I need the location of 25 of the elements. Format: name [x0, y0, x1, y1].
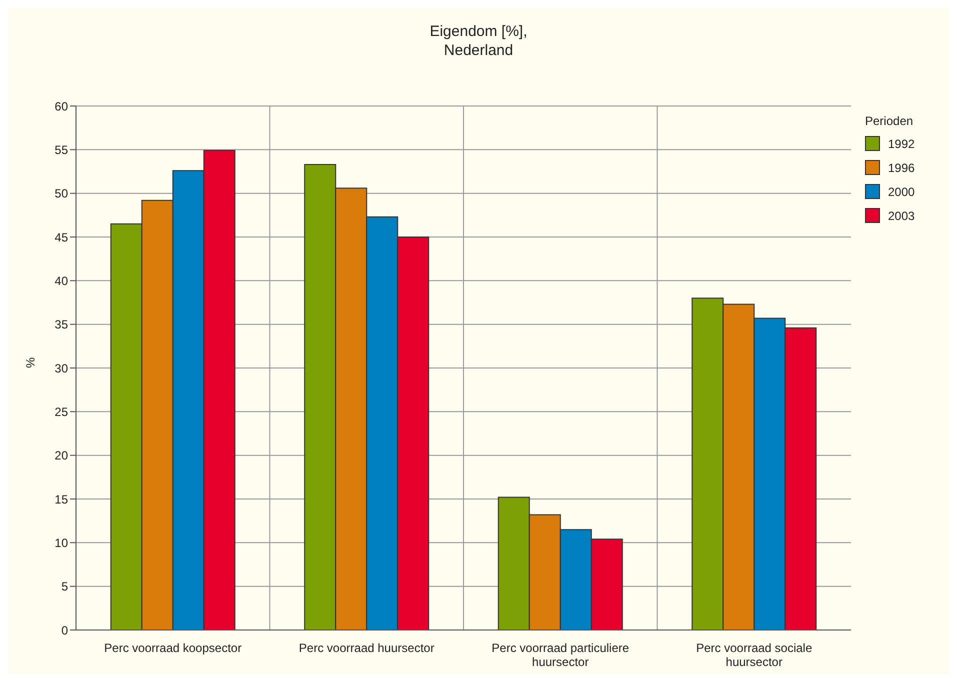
legend-label: 2003: [888, 208, 915, 222]
y-tick-label: 20: [54, 448, 68, 463]
y-tick-label: 50: [54, 186, 68, 201]
y-tick-label: 60: [54, 99, 68, 114]
y-tick-label: 5: [61, 580, 68, 594]
y-tick-label: 10: [54, 536, 68, 550]
legend-title: Perioden: [865, 114, 914, 128]
x-tick-label: Perc voorraad sociale huursector: [696, 641, 812, 669]
y-tick-label: 25: [54, 404, 68, 419]
chart-subtitle: Nederland: [442, 41, 514, 60]
y-tick-label: 35: [54, 318, 68, 332]
legend-label: 1992: [888, 136, 915, 150]
x-tick-label: Perc voorraad particuliere huursector: [492, 641, 630, 669]
x-tick-label: Perc voorraad koopsector: [104, 641, 242, 655]
y-tick-label: 0: [61, 623, 68, 638]
y-axis-title: %: [23, 357, 38, 368]
chart-title: Eigendom [%],: [428, 22, 528, 41]
x-tick-label: Perc voorraad huursector: [298, 641, 434, 655]
y-tick-label: 55: [54, 142, 68, 157]
legend-label: 2000: [888, 184, 915, 198]
y-tick-label: 15: [54, 492, 68, 506]
y-tick-label: 30: [54, 361, 68, 376]
y-tick-label: 40: [54, 274, 68, 288]
legend-label: 1996: [888, 160, 915, 174]
y-tick-label: 45: [54, 230, 68, 244]
